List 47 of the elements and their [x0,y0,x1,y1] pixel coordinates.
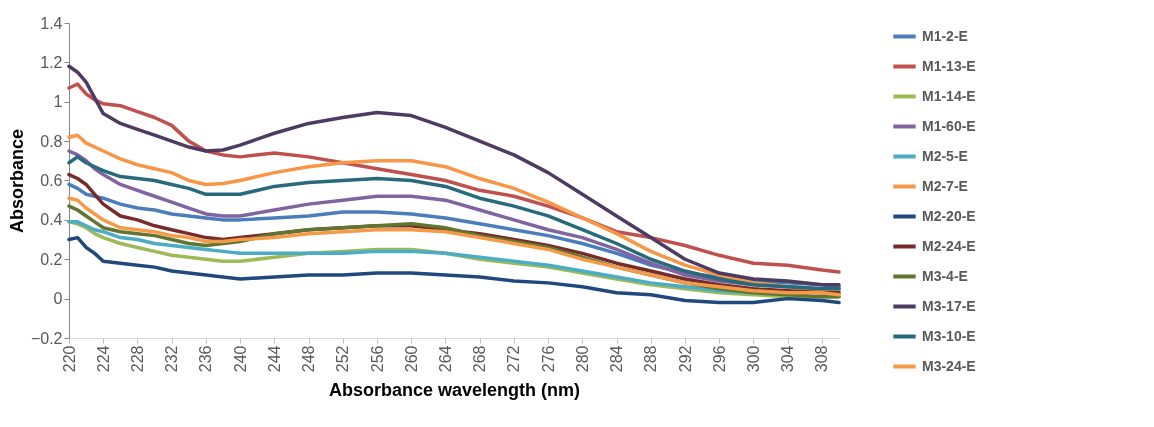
legend-label: M2-7-E [922,177,968,194]
x-tick-label: 264 [436,345,454,373]
x-tick-label: 276 [539,345,557,373]
x-tick-label: 288 [642,345,660,373]
x-tick-label: 304 [779,345,797,373]
x-axis-title: Absorbance wavelength (nm) [328,380,581,401]
legend-label: M2-5-E [922,147,968,164]
x-tick-label: 240 [231,345,249,373]
x-tick-label: 248 [300,345,318,373]
x-tick-label: 272 [505,345,523,373]
x-tick-label: 252 [334,345,352,373]
legend-label: M1-13-E [922,57,976,74]
x-tick-label: 244 [265,345,283,373]
legend-label: M1-14-E [922,87,976,104]
legend-label: M3-10-E [922,327,976,344]
y-tick-label: 0.8 [40,132,63,150]
legend-label: M2-24-E [922,237,976,254]
x-tick-label: 224 [94,345,112,373]
y-tick-label: 0.6 [40,172,63,189]
x-tick-label: 296 [710,345,728,373]
x-tick-label: 236 [197,345,215,373]
y-tick-label: 0 [53,290,63,308]
legend-label: M1-60-E [922,117,976,134]
x-tick-label: 260 [402,345,420,373]
x-tick-label: 280 [573,345,591,373]
legend-label: M3-4-E [922,267,968,284]
legend-label: M3-24-E [922,357,976,374]
legend-label: M3-17-E [922,297,976,314]
x-tick-label: 256 [368,345,386,373]
x-tick-label: 232 [163,345,181,373]
y-tick-label: 1.4 [40,14,63,32]
legend-label: M1-2-E [922,27,968,44]
line-series [67,235,841,305]
x-tick-label: 284 [608,345,626,373]
y-tick-label: 0.4 [40,211,63,229]
x-tick-label: 292 [676,345,694,373]
y-tick-label: 1 [53,93,63,111]
legend-label: M2-20-E [922,207,976,224]
x-tick-label: 308 [813,345,831,373]
x-tick-label: 300 [744,345,762,373]
y-tick-label: 0.2 [40,250,63,268]
y-axis-title: Absorbance [6,128,27,234]
x-tick-label: 268 [471,345,489,373]
y-tick-label: −0.2 [30,329,63,347]
y-tick-label: 1.2 [40,53,63,71]
x-tick-label: 220 [60,345,78,373]
x-tick-label: 228 [128,345,146,373]
